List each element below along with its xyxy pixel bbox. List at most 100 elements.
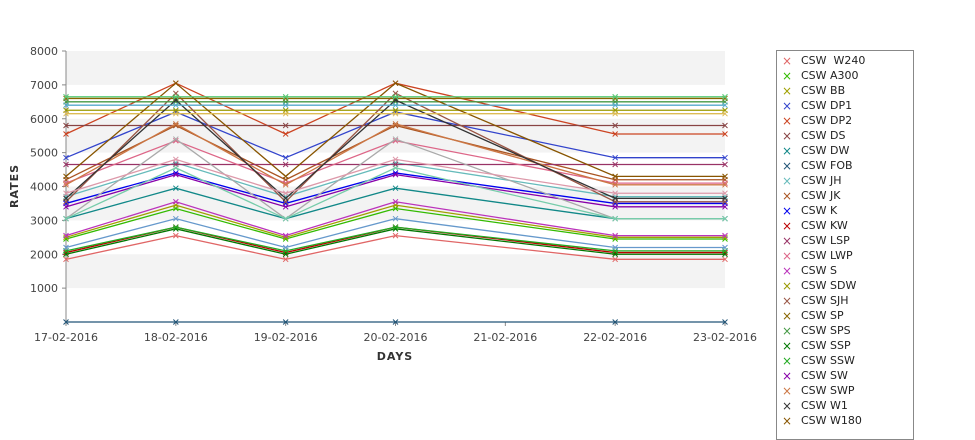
legend-marker-icon: ×	[781, 144, 793, 158]
legend-item: × CSW SSW	[777, 354, 913, 368]
series-line	[65, 140, 725, 184]
legend-label: CSW SSP	[801, 339, 851, 352]
data-point	[282, 180, 289, 186]
data-point	[172, 136, 179, 142]
series-line	[65, 162, 725, 198]
data-point	[282, 181, 289, 188]
data-point	[612, 110, 619, 117]
data-point	[63, 122, 69, 129]
data-point	[63, 102, 69, 109]
data-point	[63, 232, 69, 239]
data-point	[612, 256, 619, 263]
data-point	[722, 131, 728, 137]
series-line	[65, 167, 725, 220]
data-point	[722, 122, 728, 129]
series-line	[65, 226, 725, 252]
line-chart: 1000 2000 3000 4000 5000 6000 7000 8000 17-02-2…	[8, 45, 757, 363]
legend-marker-icon: ×	[781, 204, 793, 218]
data-point	[612, 161, 619, 168]
data-point	[63, 93, 69, 100]
x-tick-label: 20-02-2016	[364, 331, 428, 344]
y-tick-label: 5000	[30, 147, 58, 160]
legend-item: × CSW KW	[777, 219, 913, 233]
data-point	[282, 161, 289, 168]
data-point	[722, 154, 728, 161]
legend-marker-icon: ×	[781, 309, 793, 323]
data-point	[392, 215, 399, 222]
series-line	[65, 204, 725, 238]
data-point	[612, 244, 619, 251]
legend-label: CSW SP	[801, 309, 844, 322]
series-line	[65, 158, 725, 194]
data-point	[392, 165, 399, 171]
series-line	[65, 82, 725, 178]
legend-label: CSW KW	[801, 219, 848, 232]
data-point	[392, 156, 399, 163]
data-point	[282, 190, 289, 197]
data-point	[612, 232, 619, 239]
data-point	[282, 173, 289, 180]
data-point	[172, 102, 179, 109]
series-line	[65, 207, 725, 240]
series	[63, 171, 728, 210]
x-tick-label: 17-02-2016	[34, 331, 98, 344]
data-point	[612, 195, 619, 202]
data-point	[612, 190, 619, 197]
data-point	[63, 190, 69, 197]
x-tick-label: 18-02-2016	[144, 331, 208, 344]
data-point	[612, 215, 619, 222]
data-point	[63, 181, 69, 188]
legend-label: CSW SDW	[801, 279, 857, 292]
data-point	[392, 171, 399, 178]
data-point	[612, 131, 619, 137]
series	[63, 80, 728, 180]
data-point	[172, 165, 179, 171]
legend-label: CSW FOB	[801, 159, 853, 172]
data-point	[63, 180, 69, 186]
legend-marker-icon: ×	[781, 249, 793, 263]
data-point	[63, 256, 69, 263]
legend: × CSW W240 × CSW A300 × CSW BB × CSW DP1 × CSW DP…	[776, 50, 914, 440]
series	[63, 319, 728, 325]
data-point	[172, 198, 179, 205]
legend-item: × CSW SPS	[777, 324, 913, 338]
series-line	[65, 99, 725, 200]
x-tick-labels: 17-02-2016 18-02-2016 19-02-2016 20-02-2016…	[34, 322, 757, 344]
data-point	[282, 93, 289, 100]
y-tick-label: 8000	[30, 45, 58, 58]
data-point	[392, 102, 399, 109]
data-point	[722, 195, 728, 202]
legend-item: × CSW LSP	[777, 234, 913, 248]
legend-item: × CSW W1	[777, 399, 913, 413]
x-axis-label: DAYS	[377, 350, 413, 363]
series-line	[65, 172, 725, 205]
series-line	[65, 111, 725, 159]
legend-label: CSW S	[801, 264, 838, 277]
legend-marker-icon: ×	[781, 279, 793, 293]
data-point	[282, 244, 289, 251]
data-point	[172, 185, 179, 192]
data-point	[63, 319, 69, 325]
data-point	[282, 256, 289, 263]
legend-label: CSW DP2	[801, 114, 853, 127]
series	[63, 120, 728, 188]
data-point	[172, 122, 179, 129]
legend-label: CSW DP1	[801, 99, 853, 112]
legend-item: × CSW SDW	[777, 279, 913, 293]
data-point	[172, 120, 179, 127]
x-tick-label: 22-02-2016	[583, 331, 647, 344]
series	[63, 137, 728, 186]
data-point	[392, 185, 399, 192]
legend-item: × CSW DP1	[777, 99, 913, 113]
data-point	[722, 93, 728, 100]
y-axis-label: RATES	[8, 164, 21, 208]
legend-marker-icon: ×	[781, 114, 793, 128]
legend-marker-icon: ×	[781, 129, 793, 143]
legend-label: CSW W240	[801, 54, 866, 67]
data-point	[172, 215, 179, 222]
legend-item: × CSW SW	[777, 369, 913, 383]
legend-label: CSW BB	[801, 84, 846, 97]
data-point	[63, 173, 69, 180]
data-point	[612, 102, 619, 109]
data-point	[172, 319, 179, 325]
